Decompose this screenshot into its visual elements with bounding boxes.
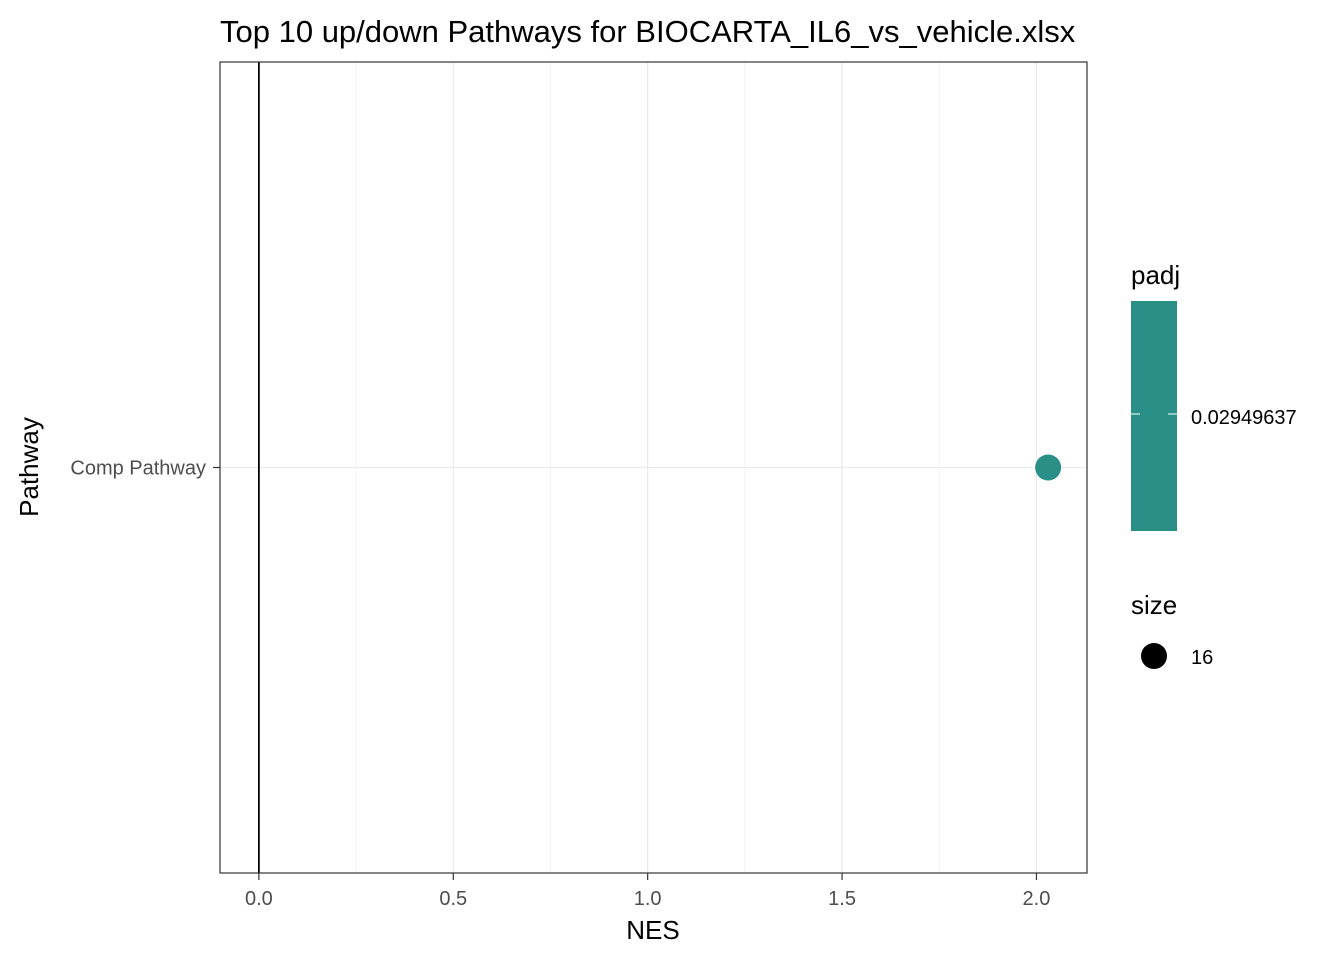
chart-title: Top 10 up/down Pathways for BIOCARTA_IL6… (220, 14, 1076, 49)
x-tick-label: 0.0 (245, 888, 273, 910)
legend-size-marker (1141, 643, 1167, 669)
legend-padj-title: padj (1131, 260, 1180, 290)
legend-size: size 16 (1131, 590, 1213, 669)
x-axis-title: NES (626, 915, 679, 945)
x-tick-label: 1.0 (634, 888, 662, 910)
x-tick-label: 0.5 (439, 888, 467, 910)
data-points (1035, 454, 1062, 481)
y-axis-title: Pathway (14, 417, 44, 517)
y-tick-label: Comp Pathway (70, 458, 206, 480)
padj-colorbar (1131, 301, 1177, 531)
legend-padj-value: 0.02949637 (1191, 407, 1297, 429)
x-tick-label: 1.5 (828, 888, 856, 910)
x-axis: 0.0 0.5 1.0 1.5 2.0 (245, 873, 1050, 910)
y-axis: Comp Pathway (70, 458, 220, 480)
legend-size-title: size (1131, 590, 1177, 620)
data-point (1035, 454, 1062, 481)
legend-size-value: 16 (1191, 647, 1213, 669)
x-tick-label: 2.0 (1023, 888, 1051, 910)
legend-padj: padj 0.02949637 (1131, 260, 1297, 531)
